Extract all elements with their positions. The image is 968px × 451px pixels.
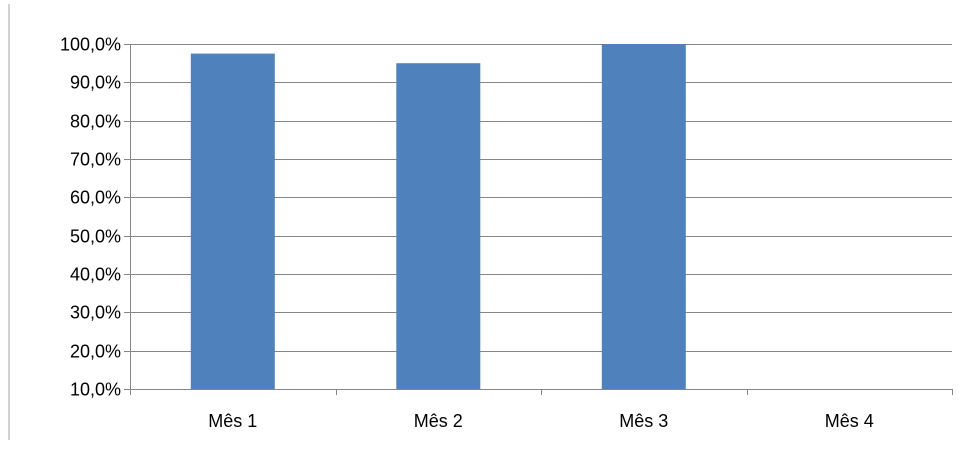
x-tick-label: Mês 2	[414, 411, 463, 431]
y-tick-labels: 10,0% 20,0% 30,0% 40,0% 50,0% 60,0% 70,0% 80,0%…	[60, 35, 121, 400]
y-tick-label: 60,0%	[70, 188, 121, 208]
y-tick-label: 20,0%	[70, 342, 121, 362]
x-tick-labels: Mês 1 Mês 2 Mês 3 Mês 4	[208, 411, 874, 431]
bar	[601, 44, 686, 389]
bar	[190, 53, 275, 389]
axes	[124, 44, 953, 395]
x-tick-label: Mês 1	[208, 411, 257, 431]
y-tick-label: 100,0%	[60, 35, 121, 55]
x-tick-label: Mês 4	[825, 411, 874, 431]
bar	[396, 63, 481, 389]
x-tick-label: Mês 3	[619, 411, 668, 431]
y-tick-label: 40,0%	[70, 265, 121, 285]
bars	[190, 44, 686, 389]
y-tick-label: 50,0%	[70, 227, 121, 247]
y-tick-label: 10,0%	[70, 380, 121, 400]
y-tick-label: 80,0%	[70, 112, 121, 132]
y-tick-label: 70,0%	[70, 150, 121, 170]
y-tick-label: 90,0%	[70, 73, 121, 93]
y-tick-label: 30,0%	[70, 303, 121, 323]
